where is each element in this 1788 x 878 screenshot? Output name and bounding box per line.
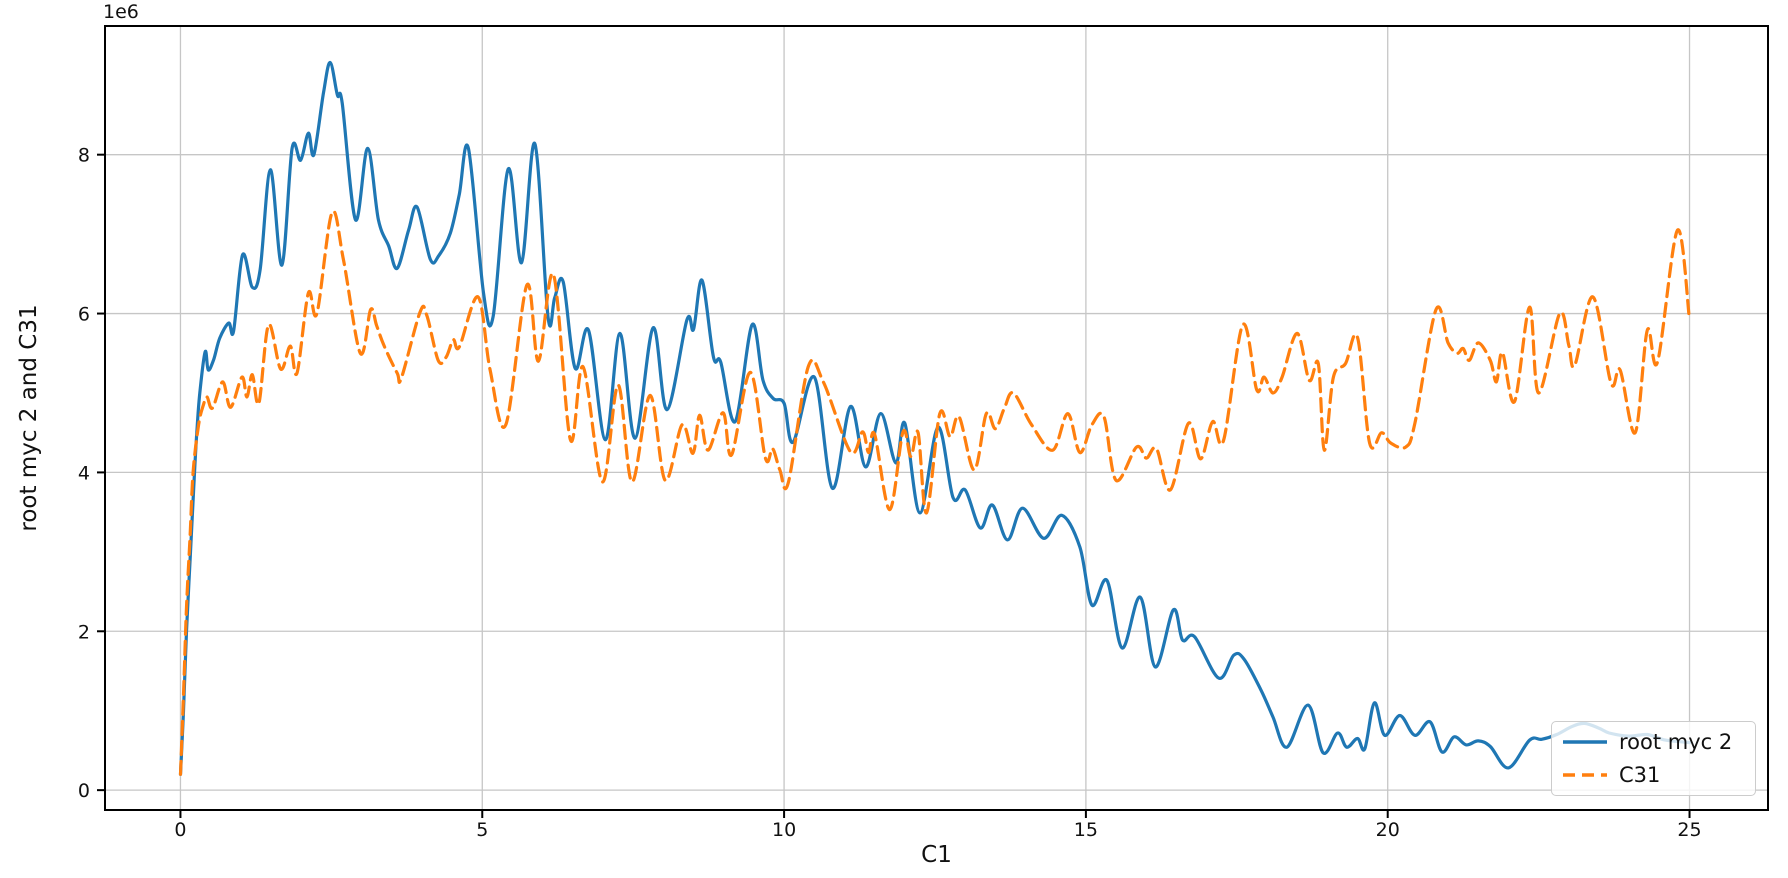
dashed-line-icon (1563, 773, 1607, 777)
legend-entry-root-myc-2: root myc 2 (1560, 727, 1755, 758)
legend-label-root-myc-2: root myc 2 (1619, 730, 1733, 754)
series-line-root-myc-2 (178, 60, 1692, 776)
y-axis-offset-text: 1e6 (103, 1, 139, 23)
y-axis-label: root myc 2 and C31 (16, 304, 42, 531)
x-axis-label: C1 (921, 842, 952, 868)
y-tick-label: 0 (78, 780, 90, 802)
y-tick-label: 8 (78, 145, 90, 167)
legend-label-c31: C31 (1619, 763, 1661, 787)
x-tick-label: 25 (1677, 819, 1701, 841)
legend: root myc 2 C31 (1551, 721, 1756, 796)
legend-entry-c31: C31 (1560, 760, 1755, 791)
x-tick-label: 20 (1376, 819, 1400, 841)
x-tick-label: 10 (772, 819, 796, 841)
plot-border (104, 25, 1769, 811)
y-tick-label: 6 (78, 304, 90, 326)
x-tick-label: 0 (174, 819, 186, 841)
series-line-c31 (178, 209, 1692, 776)
x-tick-label: 15 (1074, 819, 1098, 841)
y-tick-label: 2 (78, 621, 90, 643)
y-tick-label: 4 (78, 462, 90, 484)
x-tick-label: 5 (476, 819, 488, 841)
solid-line-icon (1563, 740, 1607, 744)
